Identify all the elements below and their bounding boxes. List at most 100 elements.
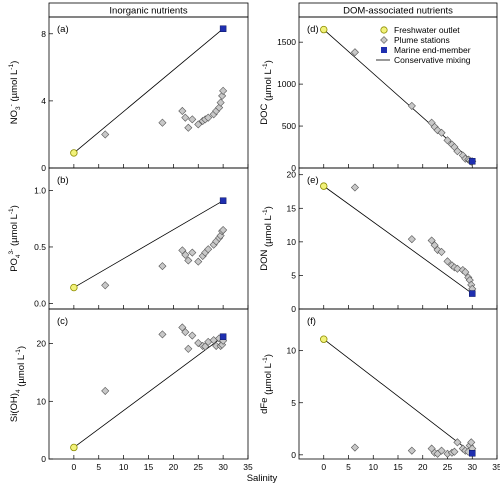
plume-station-point <box>461 268 470 277</box>
plume-station-point <box>204 113 213 122</box>
plume-station-point <box>218 91 227 100</box>
plume-station-point <box>158 118 167 127</box>
y-tick-label: 0 <box>291 450 296 460</box>
y-tick-label: 20 <box>37 339 47 349</box>
legend-plume-marker <box>380 36 388 44</box>
y-axis-label-part: ) <box>16 346 27 349</box>
left-header: Inorganic nutrients <box>109 6 187 17</box>
y-axis-label-part: 3- <box>8 249 15 255</box>
y-axis-label-part: 4 <box>15 254 22 258</box>
y-axis-label: Si(OH)4 (µmol L-1) <box>9 346 27 422</box>
panel-a: (a) 0 4 8 NO3- (µmol L-1) <box>8 16 249 173</box>
plume-station-point <box>194 339 203 348</box>
y-axis-label: DOC (µmol L-1) <box>259 60 274 125</box>
y-axis-label-part: (µmol L <box>9 70 20 105</box>
plume-station-point <box>188 248 197 257</box>
panel-c: (c) 0 10 20 0 5 10 15 20 25 30 35 Si(OH)4 (µmol L-1) <box>9 308 253 472</box>
panel-label: (d) <box>307 24 319 35</box>
plume-station-point <box>450 447 459 456</box>
y-tick-label: 8 <box>41 29 46 39</box>
conservative-mixing-line <box>73 336 224 448</box>
y-tick-label: 5 <box>291 270 296 280</box>
y-axis-label: PO43- (µmol L-1) <box>8 205 22 272</box>
y-axis-label-part: NO <box>9 110 20 124</box>
plume-station-point <box>178 106 187 115</box>
x-tick-label: 15 <box>393 462 403 472</box>
marine-end-member-point <box>469 290 476 297</box>
marine-end-member-point <box>219 333 227 340</box>
y-axis-label-part: - <box>8 104 15 106</box>
plume-station-point <box>437 446 446 455</box>
plume-station-point <box>101 130 110 139</box>
right-header: DOM-associated nutrients <box>343 6 453 17</box>
plume-station-point <box>433 126 442 135</box>
y-axis-label-part: -1 <box>8 64 15 70</box>
plume-station-point <box>219 86 228 95</box>
freshwater-outlet-point <box>70 149 78 157</box>
plume-station-point <box>350 443 359 452</box>
y-tick-label: 1.0 <box>34 186 46 196</box>
x-tick-label: 30 <box>218 462 228 472</box>
conservative-mixing-line <box>323 185 473 294</box>
y-tick-label: 15 <box>287 203 297 213</box>
y-axis-label-part: (µmol L <box>263 69 274 104</box>
x-tick-label: 0 <box>321 462 326 472</box>
y-axis-label-part: ) <box>9 205 20 208</box>
y-tick-label: 10 <box>287 346 297 356</box>
plume-station-point <box>407 235 416 244</box>
legend-freshwater-marker <box>380 26 388 34</box>
legend-marine-marker <box>381 47 387 53</box>
y-axis-label-part: (µmol L <box>263 215 274 250</box>
x-tick-label: 0 <box>72 462 77 472</box>
plot-frame <box>48 308 249 460</box>
y-axis-label-part: DON <box>259 250 270 271</box>
y-tick-label: 0 <box>291 163 296 173</box>
y-axis-label-part: Si(OH) <box>9 393 20 422</box>
x-tick-label: 20 <box>169 462 179 472</box>
y-axis-label-part: -1 <box>262 357 269 363</box>
plume-station-point <box>407 446 416 455</box>
marine-end-member-point <box>469 450 476 457</box>
y-tick-label: 1500 <box>277 37 296 47</box>
freshwater-outlet-point <box>70 443 78 452</box>
conservative-mixing-line <box>73 200 224 288</box>
y-axis-label-part: -1 <box>262 209 269 215</box>
y-axis-label-part: -1 <box>15 349 22 355</box>
y-axis-label: dFe (µmol L-1) <box>259 354 274 414</box>
y-tick-label: 4 <box>41 96 46 106</box>
panel-e: (e) 0 5 10 15 20 DON (µmol L-1) <box>259 167 498 314</box>
panel-b: (b) 0.0 0.5 1.0 PO43- (µmol L-1) <box>8 167 249 310</box>
y-tick-label: 5 <box>291 398 296 408</box>
y-tick-label: 500 <box>282 121 296 131</box>
plume-station-point <box>181 250 190 259</box>
y-axis-label: NO3- (µmol L-1) <box>8 61 22 125</box>
plume-station-point <box>437 128 446 137</box>
y-axis-label-part: dFe <box>259 398 270 414</box>
y-axis-label-part: ) <box>263 354 274 357</box>
marine-end-member-point <box>469 158 476 165</box>
plume-station-point <box>194 257 203 266</box>
x-tick-label: 25 <box>194 462 204 472</box>
y-axis-label-part: DOC <box>259 104 270 125</box>
panel-label: (b) <box>57 175 69 186</box>
plume-station-point <box>453 438 462 447</box>
freshwater-outlet-point <box>320 182 328 190</box>
plume-station-point <box>101 281 110 290</box>
panel-label: (a) <box>57 24 69 35</box>
freshwater-outlet-point <box>320 25 328 34</box>
x-tick-label: 30 <box>468 462 478 472</box>
plume-station-point <box>216 98 225 107</box>
y-tick-label: 0 <box>291 304 296 314</box>
y-tick-label: 20 <box>287 170 297 180</box>
freshwater-outlet-point <box>320 335 328 343</box>
y-axis-label: DON (µmol L-1) <box>259 206 274 271</box>
plume-station-point <box>453 264 462 273</box>
marine-end-member-point <box>219 197 227 204</box>
plume-station-point <box>181 328 190 337</box>
y-axis-label-part: 3 <box>15 106 22 110</box>
plume-station-point <box>443 257 452 266</box>
plume-station-point <box>184 123 193 132</box>
plume-station-point <box>158 262 167 271</box>
plume-station-point <box>188 115 197 124</box>
